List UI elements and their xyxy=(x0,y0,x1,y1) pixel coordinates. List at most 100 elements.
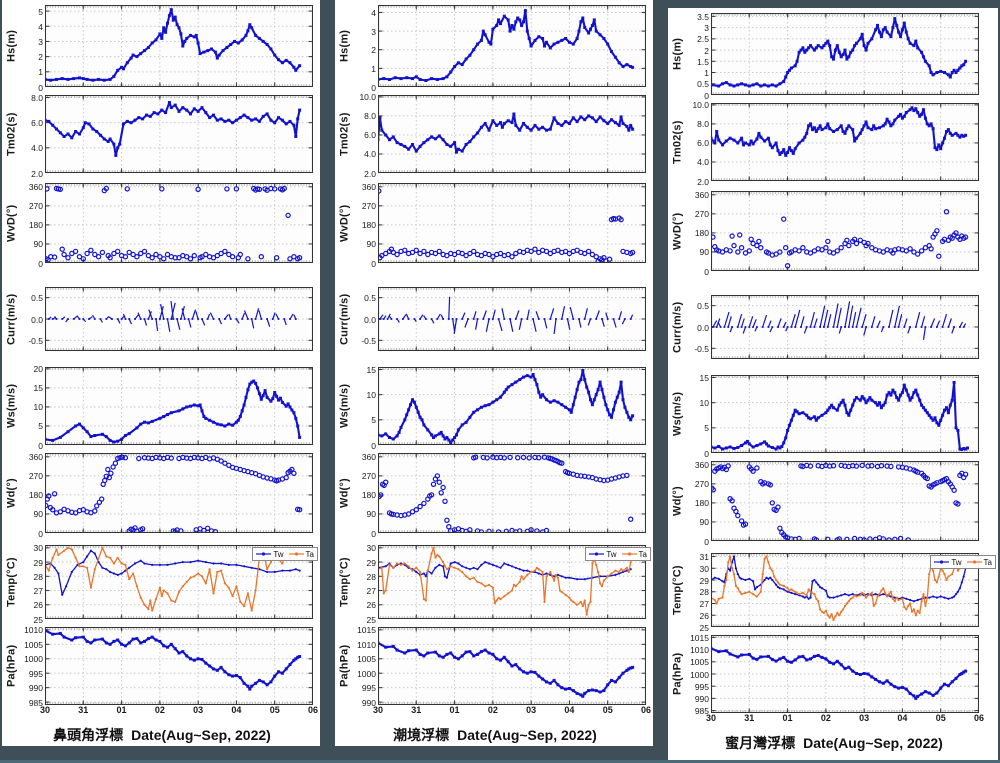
y-axis-label-pa: Pa(hPa) xyxy=(671,652,684,696)
legend-line-icon xyxy=(256,552,272,556)
y-tick-label: 0 xyxy=(371,82,376,93)
y-tick-label: 4 xyxy=(38,21,43,32)
x-tick-label: 05 xyxy=(602,705,613,715)
y-tick-label: 5 xyxy=(38,6,43,17)
plot-area-ws xyxy=(711,375,998,453)
y-tick-label: 3 xyxy=(371,26,376,37)
plot-svg-ws xyxy=(378,367,646,445)
x-axis-title: Date(Aug~Sep, 2022) xyxy=(457,727,597,743)
y-tick-labels: 0 90 180 270 360 xyxy=(19,182,45,268)
plot-svg-wvd xyxy=(378,183,646,263)
temp-legend: Tw Ta xyxy=(252,547,318,561)
y-axis-label-ws: Ws(m/s) xyxy=(671,391,684,437)
y-tick-label: 180 xyxy=(361,220,376,231)
temp-legend: Tw Ta xyxy=(930,555,996,569)
y-tick-label: 25 xyxy=(33,614,43,625)
y-tick-labels: 25 26 27 28 29 30 xyxy=(19,543,45,624)
subplot-tm02: Tm02(s) 2.0 4.0 6.0 8.0 10.0 xyxy=(337,92,653,179)
y-tick-label: 90 xyxy=(366,509,376,520)
y-tick-label: 1005 xyxy=(24,639,43,650)
y-tick-label: 2.5 xyxy=(697,34,709,45)
plot-area-wd xyxy=(45,453,320,533)
y-tick-labels: 25 26 27 28 29 30 31 xyxy=(685,552,711,632)
plot-svg-pa xyxy=(711,635,979,713)
plot-area-wvd xyxy=(711,191,998,271)
plot-area-temp: Tw Ta xyxy=(711,553,998,627)
x-tick-label: 01 xyxy=(449,705,460,715)
x-tick-label: 02 xyxy=(820,713,831,723)
y-axis-label-tm02: Tm02(s) xyxy=(338,112,351,156)
subplot-wd: Wd(°) 0 90 180 270 360 xyxy=(670,460,998,547)
y-tick-label: 4.0 xyxy=(31,143,43,154)
y-tick-label: 360 xyxy=(361,182,376,193)
y-tick-label: 15 xyxy=(699,373,709,384)
y-tick-label: 10.0 xyxy=(359,92,376,103)
y-tick-label: 3 xyxy=(704,23,709,34)
y-tick-labels: 0 90 180 270 360 xyxy=(352,182,378,268)
y-tick-label: 15 xyxy=(33,383,43,394)
y-tick-label: 270 xyxy=(361,201,376,212)
x-tick-label: 31 xyxy=(744,713,755,723)
y-tick-label: 0 xyxy=(704,90,709,101)
plot-area-pa xyxy=(45,627,320,705)
subplot-wd: Wd(°) 0 90 180 270 360 xyxy=(4,452,320,539)
x-tick-label: 06 xyxy=(307,705,319,715)
y-tick-label: -0.5 xyxy=(361,335,376,346)
y-tick-label: 1000 xyxy=(357,668,376,679)
legend-item-tw: Tw xyxy=(256,550,284,559)
x-axis-spacer-1 xyxy=(670,713,685,726)
y-tick-label: 270 xyxy=(28,471,43,482)
y-tick-label: 360 xyxy=(28,182,43,193)
x-tick-label: 03 xyxy=(193,705,204,715)
subplot-pa: Pa(hPa) 990 995 1000 1005 1010 1015 xyxy=(337,625,653,708)
plot-area-hs xyxy=(378,5,653,87)
y-tick-label: -0.5 xyxy=(694,343,709,354)
y-axis-label-wvd: WvD(°) xyxy=(671,212,684,250)
plot-area-temp: Tw Ta xyxy=(378,545,653,619)
subplot-ws: Ws(m/s) 0 5 10 15 xyxy=(337,365,653,451)
subplot-ws: Ws(m/s) 0 5 10 15 xyxy=(670,373,998,459)
legend-label: Tw xyxy=(951,557,962,567)
legend-label: Ta xyxy=(305,549,314,559)
y-axis-label-wd: Wd(°) xyxy=(338,478,351,508)
y-axis-label-ws: Ws(m/s) xyxy=(5,383,18,429)
x-tick-label: 30 xyxy=(372,705,384,715)
x-tick-label: 05 xyxy=(269,705,280,715)
subplot-curr: Curr(m/s) -0.5 0.0 0.5 xyxy=(337,287,653,351)
x-axis: 30 31 01 02 03 04 05 06 xyxy=(670,713,998,726)
x-tick-label: 30 xyxy=(39,705,51,715)
legend-item-ta: Ta xyxy=(966,558,992,567)
legend-line-icon xyxy=(288,552,304,556)
y-tick-label: 31 xyxy=(699,552,709,563)
subplot-tm02: Tm02(s) 2.0 4.0 6.0 8.0 xyxy=(4,93,320,179)
plot-svg-tm02 xyxy=(711,103,979,181)
buoy-name: 蜜月灣浮標 xyxy=(725,735,796,751)
y-tick-label: 90 xyxy=(699,247,709,258)
y-tick-labels: -0.5 0.0 0.5 xyxy=(685,295,711,359)
y-tick-label: 1 xyxy=(371,63,376,74)
subplot-temp: Temp(°C) 25 26 27 28 29 30 31 Tw Ta xyxy=(670,552,998,633)
x-axis-spacer-1 xyxy=(4,705,19,718)
y-tick-label: 360 xyxy=(694,460,709,471)
subplot-tm02: Tm02(s) 2.0 4.0 6.0 8.0 10.0 xyxy=(670,100,998,187)
y-tick-label: 0.0 xyxy=(31,314,43,325)
x-tick-label: 01 xyxy=(116,705,127,715)
y-tick-label: 0 xyxy=(704,536,709,547)
y-tick-label: 0.5 xyxy=(364,293,376,304)
y-tick-labels: 0 5 10 15 xyxy=(685,373,711,458)
y-axis-label-wd: Wd(°) xyxy=(671,486,684,516)
y-tick-label: 5 xyxy=(371,415,376,426)
y-tick-label: 0 xyxy=(38,528,43,539)
y-tick-label: 0 xyxy=(38,258,43,269)
x-tick-labels: 30 31 01 02 03 04 05 06 xyxy=(706,713,998,726)
y-tick-label: 1005 xyxy=(690,657,709,668)
x-tick-labels: 30 31 01 02 03 04 05 06 xyxy=(373,705,653,718)
y-tick-label: 2.0 xyxy=(697,176,709,187)
plot-svg-tm02 xyxy=(378,95,646,173)
plot-svg-hs xyxy=(711,13,979,95)
y-tick-label: 990 xyxy=(361,697,376,708)
x-axis-title: Date(Aug~Sep, 2022) xyxy=(803,735,943,751)
y-tick-label: 0 xyxy=(38,440,43,451)
plot-svg-pa xyxy=(378,627,646,705)
y-axis-label-temp: Temp(°C) xyxy=(5,557,18,607)
